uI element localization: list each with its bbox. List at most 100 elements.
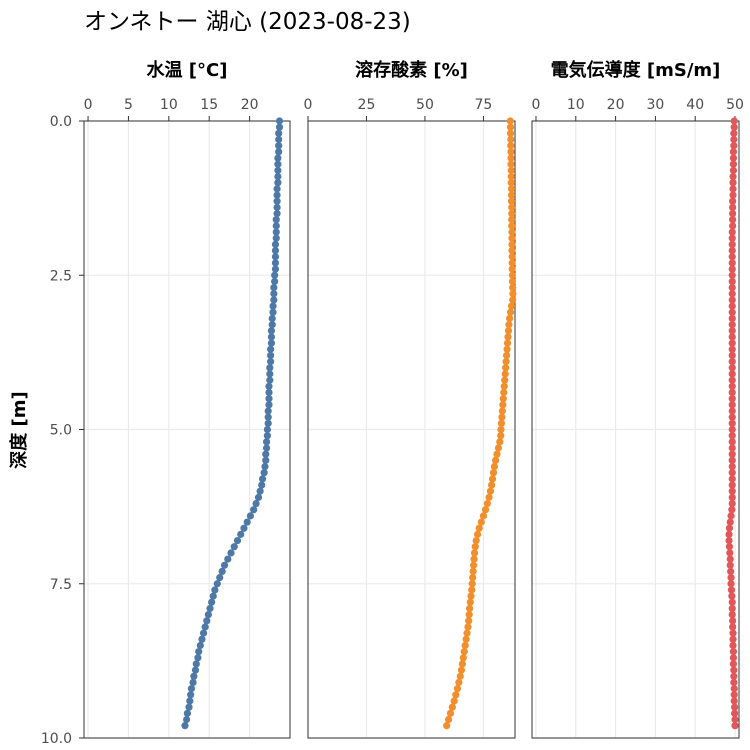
data-point: [240, 524, 248, 532]
data-point: [192, 660, 200, 668]
data-point: [182, 715, 191, 724]
data-point: [728, 444, 736, 452]
data-point: [507, 142, 515, 150]
data-point: [459, 654, 467, 662]
data-point: [460, 648, 468, 656]
data-point: [725, 543, 734, 551]
data-point: [206, 604, 214, 613]
data-point: [271, 265, 280, 273]
data-point: [263, 425, 271, 434]
data-point: [508, 209, 516, 218]
data-point: [730, 135, 738, 144]
y-tick-label: 2.5: [50, 268, 72, 284]
data-point: [470, 561, 478, 569]
data-point: [267, 333, 276, 341]
data-point: [204, 611, 213, 619]
data-point: [728, 376, 736, 384]
data-point: [499, 401, 507, 409]
y-tick-label: 10.0: [41, 731, 72, 747]
data-point: [187, 691, 195, 699]
data-point: [729, 629, 737, 637]
data-point: [203, 617, 211, 625]
x-tick-label: 50: [416, 97, 434, 113]
data-point: [269, 308, 277, 316]
data-point: [508, 234, 516, 242]
data-point: [728, 253, 736, 261]
data-point: [497, 419, 506, 427]
data-point: [264, 419, 272, 427]
data-point: [462, 635, 470, 643]
data-point: [198, 635, 206, 643]
panel-3: 0 10 20 30 40 50 電気伝導度 [mS/m]: [531, 59, 744, 739]
data-point: [264, 413, 272, 421]
data-point: [209, 592, 217, 600]
data-point: [469, 567, 477, 576]
data-point: [728, 259, 736, 267]
data-point: [728, 487, 736, 495]
data-point: [272, 228, 280, 236]
data-point: [730, 666, 738, 674]
data-point: [220, 561, 229, 569]
data-point: [275, 142, 283, 150]
data-point: [729, 660, 738, 668]
data-point: [271, 253, 280, 261]
data-point: [509, 290, 517, 298]
data-point: [479, 512, 488, 520]
data-point: [181, 722, 189, 730]
data-point: [450, 697, 458, 705]
data-point: [729, 641, 737, 650]
data-point: [237, 530, 245, 538]
data-point: [728, 475, 736, 483]
data-point: [477, 518, 485, 526]
data-point: [503, 339, 512, 347]
data-point: [453, 685, 462, 693]
data-points: [725, 117, 739, 730]
data-point: [266, 370, 274, 378]
data-point: [275, 123, 284, 131]
data-point: [499, 395, 507, 403]
data-point: [274, 160, 282, 168]
data-point: [727, 512, 735, 520]
data-point: [270, 296, 278, 304]
data-point: [267, 345, 275, 353]
data-point: [275, 129, 283, 137]
data-point: [488, 475, 497, 483]
data-point: [508, 246, 516, 255]
data-point: [728, 302, 736, 310]
data-point: [503, 345, 511, 353]
data-point: [728, 506, 736, 514]
data-point: [500, 382, 508, 390]
data-point: [262, 444, 271, 452]
panel-1: 0 5 10 15 20 水温 [°C]: [83, 59, 291, 739]
data-point: [728, 234, 736, 242]
data-point: [728, 592, 736, 600]
x-tick-label: 40: [686, 97, 704, 113]
data-point: [727, 573, 735, 582]
data-point: [508, 277, 517, 286]
data-point: [195, 648, 203, 656]
data-point: [456, 672, 464, 680]
data-point: [508, 222, 516, 230]
data-point: [183, 709, 192, 717]
data-point: [728, 308, 736, 316]
data-point: [729, 148, 738, 156]
data-point: [258, 475, 267, 483]
data-point: [273, 203, 281, 211]
data-point: [485, 493, 493, 501]
panel-frame: [531, 120, 740, 739]
data-point: [467, 592, 475, 600]
panel-frame: [307, 120, 516, 739]
data-point: [731, 722, 739, 730]
data-point: [505, 321, 513, 329]
data-point: [274, 179, 282, 187]
data-point: [507, 148, 515, 156]
data-point: [494, 444, 502, 452]
data-point: [201, 623, 209, 631]
data-point: [466, 598, 474, 606]
y-tick-label: 0.0: [50, 114, 72, 130]
data-point: [275, 135, 283, 144]
data-point: [465, 617, 473, 625]
data-point: [729, 648, 738, 656]
data-point: [728, 364, 736, 372]
